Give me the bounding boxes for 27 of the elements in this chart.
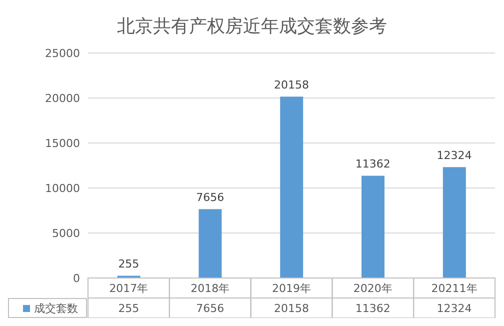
y-tick-label: 10000: [45, 182, 80, 195]
data-label: 7656: [196, 302, 224, 315]
y-tick-label: 20000: [45, 92, 80, 105]
legend-label: 成交套数: [34, 300, 78, 316]
data-label: 11362: [355, 302, 390, 315]
y-tick-label: 25000: [45, 46, 80, 60]
data-label: 20158: [274, 302, 309, 315]
annotation: 20158: [274, 78, 309, 92]
annotation: 11362: [355, 158, 390, 171]
annotation: 255: [118, 258, 140, 271]
x-tick-label: 2017年: [109, 282, 148, 295]
x-tick-label: 2020年: [353, 282, 392, 295]
bar: [198, 209, 222, 278]
data-label: 12324: [436, 302, 472, 315]
y-tick-label: 0: [73, 272, 80, 285]
y-tick-label: 15000: [45, 136, 80, 150]
x-tick-label: 20211年: [431, 282, 478, 295]
bar: [280, 96, 304, 278]
bar: [442, 167, 466, 278]
y-tick-label: 5000: [52, 226, 80, 240]
data-label: 255: [118, 302, 140, 315]
bar: [362, 176, 385, 278]
annotation: 12324: [436, 149, 472, 162]
x-tick-label: 2019年: [272, 282, 311, 295]
annotation: 7656: [196, 191, 224, 204]
chart-title: 北京共有产权房近年成交套数参考: [116, 15, 388, 38]
x-tick-label: 2018年: [190, 282, 230, 295]
